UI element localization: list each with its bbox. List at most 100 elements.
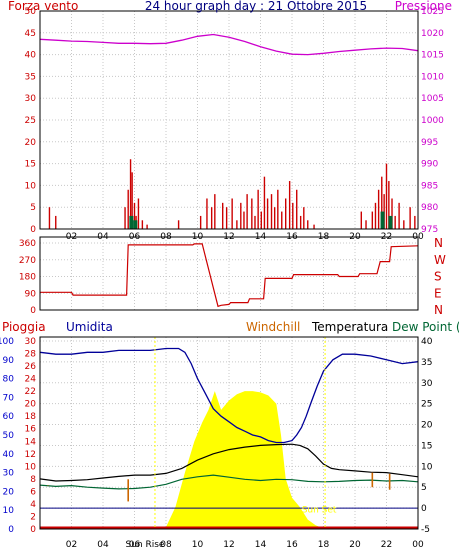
bottom-hour-tick-label: 02: [66, 540, 77, 550]
mid-frame: [39, 236, 419, 311]
solar-area: [155, 391, 326, 529]
compass-label: E: [434, 286, 442, 300]
rain-tick-label: 22: [25, 387, 36, 397]
pressure-tick-label: 1015: [421, 51, 444, 61]
wind-tick-label: 5: [30, 203, 36, 213]
bot-series: [39, 337, 419, 530]
temperature-tick-label: 40: [421, 337, 433, 347]
pressure-tick-label: 1020: [421, 29, 444, 39]
bottom-hour-tick-label: 18: [318, 540, 330, 550]
rain-tick-label: 6: [30, 487, 36, 497]
mid-series: [40, 243, 419, 308]
bottom-hour-tick-label: 14: [255, 540, 267, 550]
wind-tick-label: 50: [25, 7, 37, 17]
sunrise-label: Sun Rise: [125, 540, 164, 550]
pressure-tick-label: 1010: [421, 72, 444, 82]
pressure-tick-label: 1025: [421, 7, 444, 17]
wind-tick-label: 25: [25, 116, 36, 126]
wind-tick-label: 20: [25, 138, 37, 148]
bottom-hour-tick-label: 10: [192, 540, 204, 550]
wind-strength-label: Forza vento: [8, 0, 78, 13]
temperature-tick-label: 0: [421, 504, 427, 514]
rain-tick-label: 4: [30, 500, 36, 510]
humidity-line: [39, 347, 419, 444]
top-grid: [40, 10, 419, 230]
wind-tick-label: 40: [25, 51, 37, 61]
bottom-frame: [39, 336, 419, 530]
bottom-hour-tick-label: 16: [286, 540, 298, 550]
bot-ticks: 0102030405060708090100024681012141618202…: [0, 337, 433, 550]
temperature-line: [39, 443, 419, 482]
rain-tick-label: 28: [25, 350, 37, 360]
compass-label: S: [434, 270, 442, 284]
chart-title: 24 hour graph day : 21 Ottobre 2015: [145, 0, 367, 13]
temperature-tick-label: 10: [421, 462, 433, 472]
top-panel: 0510152025303540455097598098599099510001…: [8, 0, 452, 242]
humidity-tick-label: 70: [3, 393, 15, 403]
pressure-tick-label: 980: [421, 203, 438, 213]
top-frame: [39, 10, 419, 230]
temperature-tick-label: 35: [421, 358, 432, 368]
pressure-line: [39, 33, 419, 56]
humidity-tick-label: 60: [3, 412, 15, 422]
pressure-tick-label: 995: [421, 138, 438, 148]
rain-tick-label: 0: [30, 525, 36, 535]
bottom-hour-tick-label: 20: [349, 540, 361, 550]
pressure-tick-label: 990: [421, 160, 438, 170]
humidity-tick-label: 80: [3, 375, 15, 385]
rain-tick-label: 2: [30, 512, 36, 522]
wind-tick-label: 0: [30, 225, 36, 235]
sunset-label: Sun Set: [302, 505, 337, 515]
rain-tick-label: 26: [25, 362, 37, 372]
temperature-tick-label: 15: [421, 441, 432, 451]
wind-tick-label: 30: [25, 94, 37, 104]
temperature-tick-label: -5: [421, 525, 430, 535]
direction-tick-label: 180: [19, 273, 36, 283]
rain-tick-label: 24: [25, 375, 37, 385]
humidity-tick-label: 90: [3, 356, 15, 366]
wind-direction-line: [40, 243, 419, 308]
rain-tick-label: 18: [25, 412, 37, 422]
bottom-hour-tick-label: 04: [97, 540, 109, 550]
compass-label: W: [434, 253, 446, 267]
rain-tick-label: 12: [25, 450, 36, 460]
pressure-tick-label: 1005: [421, 94, 444, 104]
humidity-tick-label: 50: [3, 431, 15, 441]
compass-label: N: [434, 303, 443, 317]
pressure-label: Pressione: [395, 0, 452, 13]
pressure-tick-label: 985: [421, 181, 438, 191]
compass-label: N: [434, 236, 443, 250]
direction-tick-label: 0: [30, 306, 36, 316]
rain-tick-label: 30: [25, 337, 37, 347]
temperature-tick-label: 30: [421, 379, 433, 389]
rain-tick-label: 14: [25, 437, 37, 447]
bottom-hour-tick-label: 12: [223, 540, 234, 550]
wind-tick-label: 10: [25, 181, 37, 191]
rain-label: Pioggia: [2, 320, 46, 334]
humidity-tick-label: 30: [3, 469, 15, 479]
direction-tick-label: 270: [19, 256, 36, 266]
bottom-hour-tick-label: 00: [412, 540, 424, 550]
bottom-hour-tick-label: 06: [129, 540, 141, 550]
humidity-tick-label: 40: [3, 450, 15, 460]
temperature-label: Temperatura: [311, 320, 388, 334]
humidity-tick-label: 10: [3, 506, 15, 516]
dewpoint-label: Dew Point (°C: [392, 320, 459, 334]
rain-tick-label: 10: [25, 462, 37, 472]
direction-tick-label: 360: [19, 239, 36, 249]
temperature-tick-label: 20: [421, 421, 433, 431]
humidity-tick-label: 0: [8, 525, 14, 535]
wind-gust-block: [129, 215, 134, 229]
pressure-tick-label: 1000: [421, 116, 444, 126]
bottom-hour-tick-label: 22: [381, 540, 392, 550]
bottom-panel: 0102030405060708090100024681012141618202…: [0, 320, 459, 550]
rain-tick-label: 8: [30, 475, 36, 485]
pressure-tick-label: 975: [421, 225, 438, 235]
humidity-tick-label: 20: [3, 487, 15, 497]
rain-tick-label: 20: [25, 400, 37, 410]
windchill-label: Windchill: [246, 320, 300, 334]
wind-gust-block: [388, 215, 393, 229]
